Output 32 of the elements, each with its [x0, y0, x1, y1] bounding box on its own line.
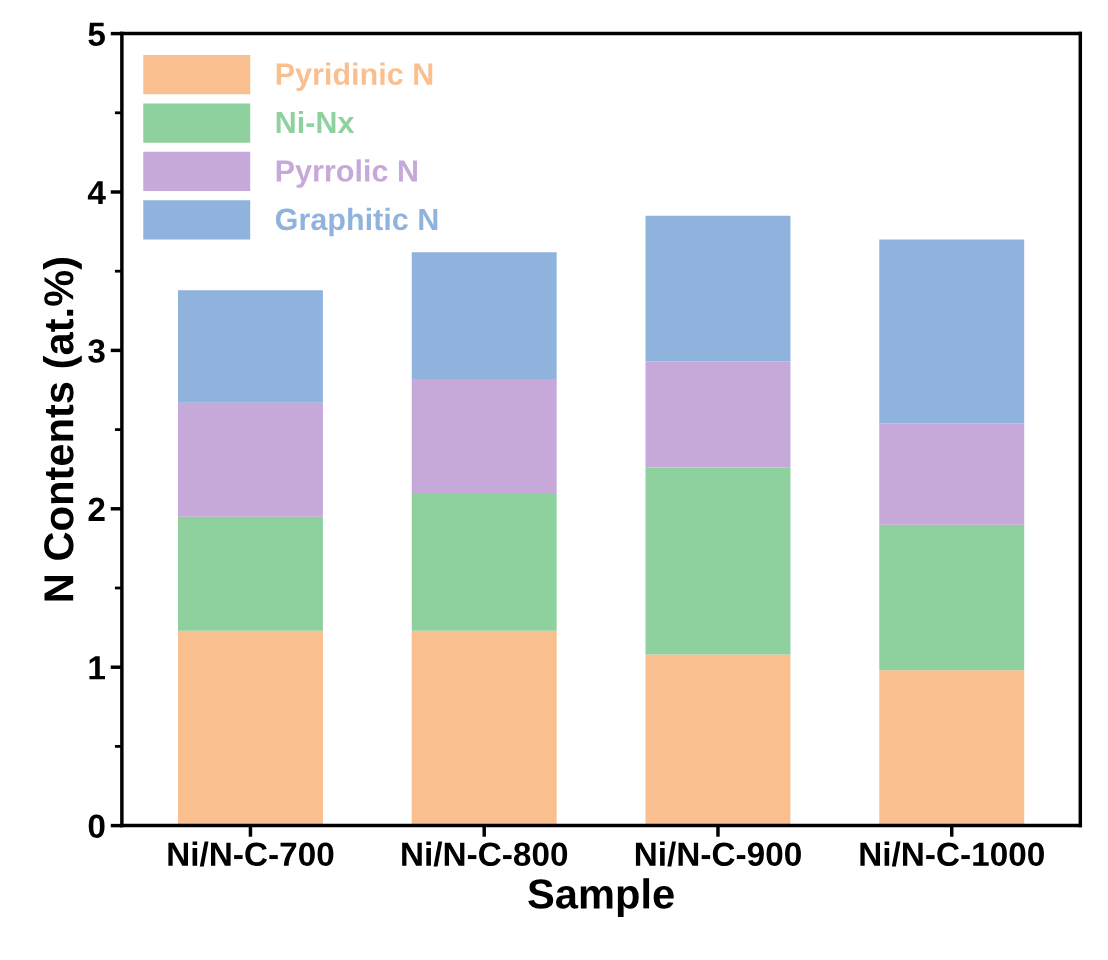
- bar: [645, 361, 791, 468]
- legend-label: Graphitic N: [275, 207, 438, 237]
- bar: [411, 492, 557, 631]
- bar: [411, 378, 557, 493]
- bar: [177, 402, 323, 517]
- bar: [645, 654, 791, 826]
- x-axis-title: Sample: [528, 878, 674, 918]
- bar: [177, 516, 323, 631]
- y-tick-label: 2: [88, 497, 105, 521]
- bar: [879, 423, 1025, 525]
- legend-label: Pyridinic N: [276, 62, 433, 91]
- legend-label: Pyrrolic N: [276, 159, 417, 188]
- x-tick-label: Ni/N-C-800: [402, 841, 568, 867]
- y-axis-title: N Contents (at.%): [42, 258, 82, 601]
- y-tick-label: 5: [88, 22, 105, 47]
- legend-label: Ni-Nx: [276, 110, 355, 134]
- bar: [177, 630, 323, 826]
- bar: [879, 524, 1025, 671]
- bar: [645, 215, 791, 362]
- x-tick-label: Ni/N-C-1000: [860, 841, 1044, 867]
- y-tick-label: 4: [87, 181, 106, 205]
- bar: [879, 670, 1025, 826]
- bar: [411, 630, 557, 826]
- y-tick-label: 1: [89, 656, 105, 680]
- bar: [411, 252, 557, 379]
- y-tick-label: 0: [88, 814, 105, 839]
- bar: [645, 467, 791, 655]
- bar: [177, 290, 323, 403]
- x-tick-label: Ni/N-C-700: [168, 841, 334, 867]
- y-tick-label: 3: [88, 339, 105, 363]
- bar: [879, 239, 1025, 424]
- x-tick-label: Ni/N-C-900: [635, 841, 801, 867]
